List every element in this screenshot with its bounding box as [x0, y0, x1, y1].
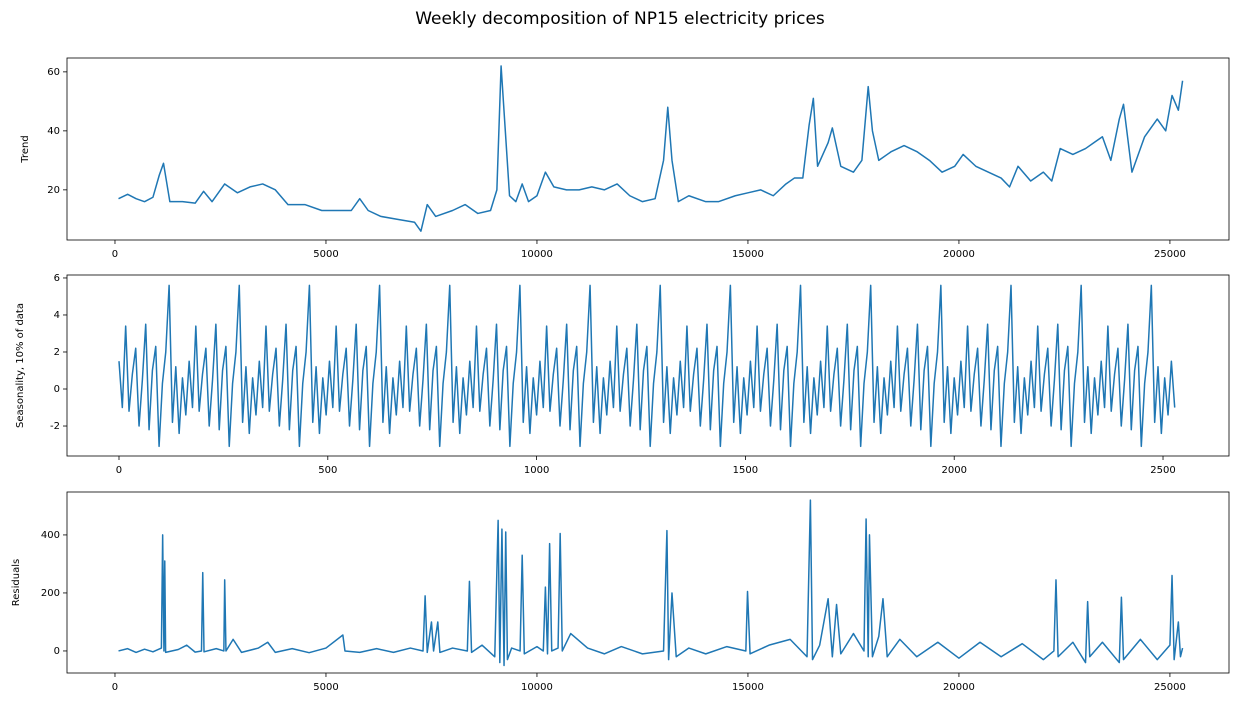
x-tick-label: 500	[318, 465, 337, 476]
x-tick-label: 2000	[941, 465, 966, 476]
x-tick-label: 25000	[1154, 249, 1186, 260]
y-tick-label: 6	[54, 273, 60, 284]
y-tick-label: 4	[54, 310, 60, 321]
axes-frame	[66, 491, 1230, 674]
x-tick-label: 20000	[943, 682, 975, 693]
y-axis-label: Seasonality, 10% of data	[15, 303, 26, 428]
trend-line	[118, 65, 1184, 232]
axes-frame	[66, 274, 1230, 457]
x-tick-label: 0	[112, 249, 118, 260]
figure-title: Weekly decomposition of NP15 electricity…	[415, 9, 825, 29]
x-tick-label: 5000	[313, 249, 338, 260]
x-tick-label: 1000	[524, 465, 549, 476]
y-axis-label: Residuals	[11, 559, 22, 606]
axes-frame	[66, 57, 1230, 241]
x-tick-label: 10000	[521, 249, 553, 260]
x-tick-label: 2500	[1150, 465, 1175, 476]
y-tick-label: 200	[41, 588, 60, 599]
x-tick-label: 15000	[732, 682, 764, 693]
y-tick-label: -2	[50, 421, 60, 432]
y-tick-label: 20	[47, 185, 60, 196]
y-tick-label: 40	[47, 126, 60, 137]
trend-line	[118, 499, 1184, 667]
x-tick-label: 25000	[1154, 682, 1186, 693]
trend-line	[118, 284, 1176, 448]
x-tick-label: 0	[112, 682, 118, 693]
x-tick-label: 20000	[943, 249, 975, 260]
x-tick-label: 0	[116, 465, 122, 476]
y-tick-label: 60	[47, 67, 60, 78]
y-axis-label: Trend	[20, 135, 31, 163]
x-tick-label: 10000	[521, 682, 553, 693]
y-tick-label: 0	[54, 384, 60, 395]
x-tick-label: 1500	[733, 465, 758, 476]
y-tick-label: 2	[54, 347, 60, 358]
x-tick-label: 5000	[313, 682, 338, 693]
x-tick-label: 15000	[732, 249, 764, 260]
y-tick-label: 0	[54, 646, 60, 657]
y-tick-label: 400	[41, 530, 60, 541]
